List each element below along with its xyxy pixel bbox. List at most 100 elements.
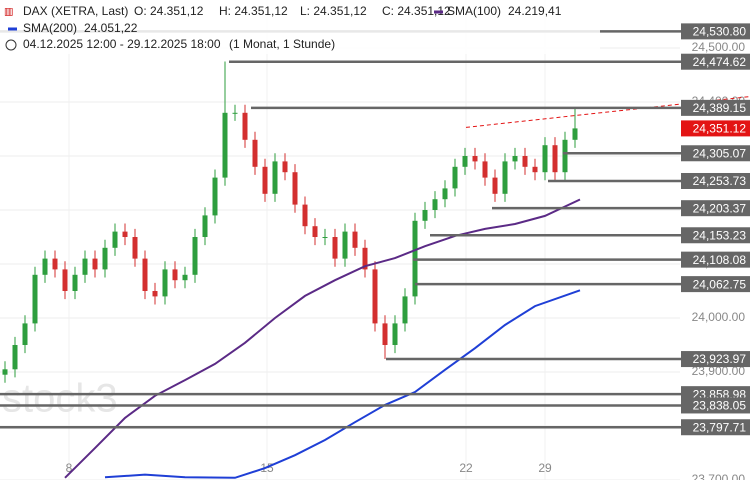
candle-body bbox=[252, 139, 258, 167]
last-price-tag bbox=[681, 120, 750, 137]
candle-body bbox=[82, 258, 88, 275]
candle-body bbox=[2, 369, 8, 375]
x-tick-label: 29 bbox=[538, 461, 552, 475]
level-tag bbox=[681, 53, 750, 70]
candle-body bbox=[192, 237, 198, 275]
symbol-icon: ▥ bbox=[4, 7, 13, 18]
y-tick-label: 23,900.00 bbox=[692, 364, 746, 378]
level-tag bbox=[681, 145, 750, 162]
candle-body bbox=[442, 188, 448, 200]
candle-body bbox=[222, 112, 228, 178]
candle-body bbox=[452, 166, 458, 189]
candle-body bbox=[502, 161, 508, 194]
level: 24,389.15 bbox=[251, 99, 750, 116]
level-tag bbox=[681, 351, 750, 368]
candle-body bbox=[52, 258, 58, 270]
y-tick-label: 24,000.00 bbox=[692, 310, 746, 324]
level: 24,474.62 bbox=[229, 53, 750, 70]
y-tick-label: 23,700.00 bbox=[692, 472, 746, 480]
level: 24,203.37 bbox=[492, 200, 750, 217]
level-label: 24,062.75 bbox=[693, 277, 747, 291]
candle-body bbox=[402, 296, 408, 324]
level: 24,253.73 bbox=[548, 172, 750, 189]
candle-body bbox=[572, 128, 578, 140]
candle-body bbox=[42, 258, 48, 275]
sma-line bbox=[104, 289, 581, 479]
candle-body bbox=[182, 274, 188, 281]
candle-body bbox=[362, 247, 368, 270]
candle-body bbox=[272, 161, 278, 194]
clock-icon bbox=[5, 39, 17, 51]
candle-body bbox=[472, 156, 478, 162]
candle-body bbox=[352, 231, 358, 248]
level-tag bbox=[681, 419, 750, 436]
candle-body bbox=[392, 323, 398, 346]
level-tag bbox=[681, 99, 750, 116]
candle-body bbox=[522, 156, 528, 167]
candle-body bbox=[292, 172, 298, 205]
candle-body bbox=[542, 145, 548, 173]
level-tag bbox=[681, 251, 750, 268]
header-bg bbox=[0, 0, 600, 54]
candle-body bbox=[262, 166, 268, 194]
candle-body bbox=[242, 112, 248, 140]
level-label: 23,838.05 bbox=[693, 399, 747, 413]
sma-line bbox=[64, 198, 581, 479]
high: H: 24.351,12 bbox=[219, 4, 288, 18]
level: 23,923.97 bbox=[386, 351, 750, 368]
candle-body bbox=[22, 323, 28, 346]
candle-body bbox=[92, 258, 98, 270]
level-tag bbox=[681, 200, 750, 217]
period: (1 Monat, 1 Stunde) bbox=[229, 37, 335, 51]
level-tag bbox=[681, 227, 750, 244]
candle-body bbox=[132, 237, 138, 259]
level: 24,305.07 bbox=[563, 145, 750, 162]
candle-body bbox=[72, 274, 78, 292]
level-tag bbox=[681, 397, 750, 414]
x-tick-label: 8 bbox=[66, 461, 73, 475]
candle-body bbox=[172, 269, 178, 281]
level-label: 24,530.80 bbox=[693, 25, 747, 39]
level-label: 23,923.97 bbox=[693, 352, 747, 366]
symbol: DAX (XETRA, Last) bbox=[23, 4, 128, 18]
candle-body bbox=[62, 269, 68, 292]
candle-body bbox=[482, 161, 488, 178]
candle-body bbox=[462, 156, 468, 167]
legend-value: 24.051,22 bbox=[84, 21, 138, 35]
level-label: 24,474.62 bbox=[693, 55, 747, 69]
level-label: 24,305.07 bbox=[693, 146, 747, 160]
candle-body bbox=[492, 177, 498, 194]
candle-body bbox=[332, 237, 338, 259]
candle-body bbox=[312, 226, 318, 238]
candle-body bbox=[422, 210, 428, 221]
level-tag bbox=[681, 276, 750, 293]
candle-body bbox=[302, 204, 308, 227]
overlay: 24,530.80 24,474.62 24,389.15 24,305.07 24,2… bbox=[0, 23, 750, 436]
legend-name: SMA(200) bbox=[23, 21, 77, 35]
candle-body bbox=[532, 166, 538, 173]
candle-body bbox=[432, 199, 438, 211]
candle-body bbox=[202, 215, 208, 238]
candle-body bbox=[32, 274, 38, 324]
level-label: 24,253.73 bbox=[693, 174, 747, 188]
level: 23,797.71 bbox=[0, 419, 750, 436]
legend-name: SMA(100) bbox=[447, 4, 501, 18]
level: 24,153.23 bbox=[430, 227, 750, 244]
candle-body bbox=[142, 258, 148, 292]
candle-body bbox=[102, 247, 108, 270]
candle-body bbox=[162, 269, 168, 297]
candle-body bbox=[112, 231, 118, 248]
x-tick-label: 22 bbox=[459, 461, 473, 475]
level-label: 24,203.37 bbox=[693, 201, 747, 215]
legend-value: 24.219,41 bbox=[508, 4, 562, 18]
y-tick-label: 24,500.00 bbox=[692, 40, 746, 54]
candle-body bbox=[152, 291, 158, 297]
level-tag bbox=[681, 172, 750, 189]
candle-body bbox=[552, 145, 558, 173]
date-range: 04.12.2025 12:00 - 29.12.2025 18:00 bbox=[23, 37, 221, 51]
level: 24,062.75 bbox=[415, 276, 750, 293]
candle-body bbox=[232, 112, 238, 114]
level: 24,108.08 bbox=[413, 251, 750, 268]
level-tag bbox=[681, 23, 750, 40]
